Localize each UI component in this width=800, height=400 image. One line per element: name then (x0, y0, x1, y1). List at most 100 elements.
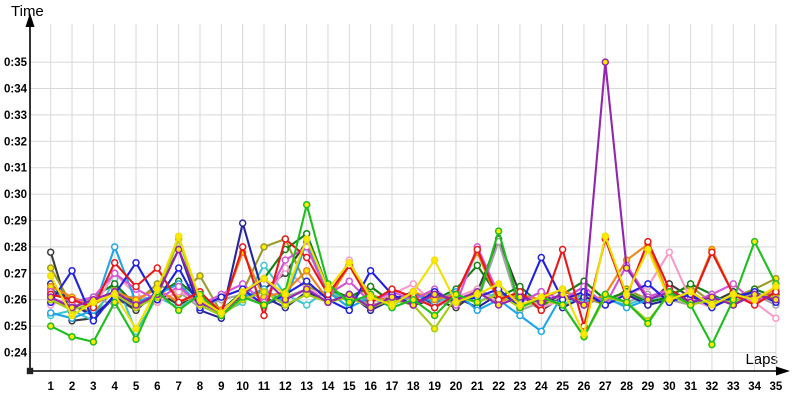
x-axis-title: Laps (745, 351, 778, 368)
data-point-orchid (729, 280, 738, 288)
data-point-red (537, 306, 546, 315)
data-point-orchid (174, 282, 183, 291)
data-point-yellow (601, 232, 610, 241)
x-tick-label: 9 (218, 381, 224, 393)
data-point-purple (132, 301, 140, 309)
y-tick-label: 0:35 (4, 57, 28, 69)
data-point-yellow (430, 256, 439, 264)
data-point-purple (366, 303, 375, 312)
y-tick-label: 0:28 (4, 242, 28, 254)
data-point-purple (388, 293, 396, 301)
data-point-green (345, 298, 354, 307)
data-point-blue (89, 317, 98, 325)
data-point-orange (302, 266, 311, 275)
origin-marker (26, 367, 34, 375)
data-point-yellow (89, 298, 98, 307)
data-point-green (644, 319, 652, 328)
x-tick-label: 8 (197, 381, 204, 393)
data-point-yellow (580, 330, 588, 338)
data-point-pink (772, 314, 780, 322)
data-point-cyan (46, 309, 55, 317)
data-point-yellow (174, 232, 183, 241)
data-point-green (622, 298, 631, 307)
x-tick-label: 30 (663, 381, 676, 393)
x-tick-label: 1 (47, 381, 54, 393)
data-point-orchid (110, 269, 119, 278)
data-point-cyan (516, 311, 524, 320)
data-point-red (644, 237, 652, 246)
data-point-yellow (345, 258, 354, 267)
data-point-red (388, 285, 396, 293)
data-point-purple (772, 295, 780, 304)
x-tick-label: 18 (407, 381, 420, 393)
data-point-yellow (110, 290, 119, 299)
x-tick-label: 17 (386, 381, 399, 393)
y-tick-label: 0:29 (4, 216, 27, 228)
x-tick-label: 23 (514, 381, 527, 393)
data-point-yellow (665, 295, 674, 304)
x-tick-label: 4 (111, 381, 118, 393)
data-point-yellow (281, 290, 290, 299)
data-point-blue (132, 258, 140, 267)
data-point-cyan (537, 327, 546, 336)
data-point-yellow-green (430, 324, 439, 333)
x-tick-label: 13 (300, 381, 313, 393)
data-point-yellow (196, 295, 204, 304)
data-point-yellow (494, 280, 503, 288)
data-point-green (89, 338, 98, 346)
data-point-red (132, 282, 140, 291)
data-point-blue (601, 301, 610, 309)
data-point-yellow (516, 301, 524, 309)
data-point-green (302, 200, 311, 209)
data-point-yellow (750, 295, 759, 304)
data-point-red (153, 264, 162, 272)
data-point-green (68, 332, 76, 341)
data-point-blue (217, 293, 226, 301)
data-point-purple (601, 58, 610, 66)
data-point-green (601, 290, 610, 299)
data-point-red (238, 243, 247, 251)
data-point-red (473, 245, 482, 254)
data-point-purple (580, 301, 588, 309)
data-point-dark-green (686, 280, 695, 288)
data-point-red (281, 235, 290, 243)
data-point-green (110, 298, 119, 307)
data-point-red (558, 245, 567, 254)
x-tick-label: 31 (684, 381, 697, 393)
data-point-purple (430, 290, 439, 299)
data-point-purple (46, 293, 55, 301)
x-tick-label: 22 (492, 381, 505, 393)
x-tick-label: 11 (258, 381, 271, 393)
y-tick-label: 0:32 (4, 136, 27, 148)
data-point-dark-green (110, 280, 119, 288)
data-point-blue (302, 277, 311, 285)
data-point-green (174, 306, 183, 315)
data-point-green (132, 335, 140, 344)
data-point-green (46, 322, 55, 330)
data-point-purple (324, 298, 332, 307)
data-point-green (260, 301, 268, 309)
data-point-yellow (622, 290, 631, 299)
x-tick-label: 3 (90, 381, 96, 393)
y-tick-label: 0:30 (4, 189, 27, 201)
data-point-yellow (260, 274, 268, 283)
data-point-cyan (110, 243, 119, 251)
data-point-blue (644, 280, 652, 288)
x-tick-label: 21 (471, 381, 484, 393)
x-tick-label: 7 (175, 381, 181, 393)
data-point-green (494, 227, 503, 235)
x-tick-label: 14 (322, 381, 335, 393)
data-point-yellow (46, 272, 55, 280)
x-tick-label: 34 (748, 381, 761, 393)
data-point-blue (345, 306, 354, 315)
data-point-olive (196, 272, 204, 280)
x-tick-label: 25 (556, 381, 569, 393)
y-tick-label: 0:31 (4, 163, 28, 175)
data-point-yellow (388, 301, 396, 309)
data-point-yellow (729, 290, 738, 299)
data-point-cyan (473, 306, 482, 315)
data-point-yellow (302, 235, 311, 243)
y-tick-label: 0:33 (4, 110, 27, 122)
data-point-black (46, 248, 55, 256)
data-point-purple (68, 303, 76, 312)
